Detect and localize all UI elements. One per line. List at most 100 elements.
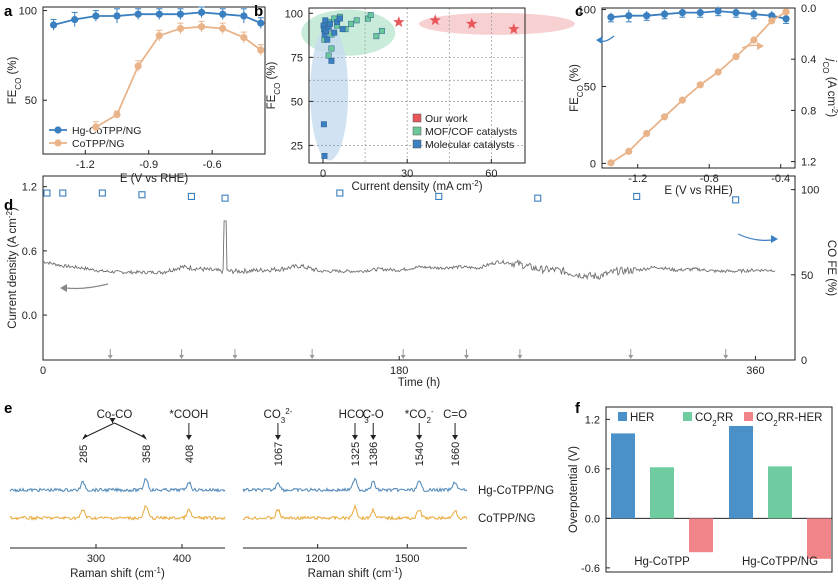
panel-d-fe-point (98, 189, 106, 197)
panel-f-bar (689, 518, 713, 553)
panel-b-point (324, 36, 331, 43)
panel-c-point (732, 53, 740, 61)
panel-a-point (219, 10, 227, 18)
panel-c-point (696, 81, 704, 89)
panel-d-xtick-label: 180 (390, 365, 408, 377)
panel-label: e (4, 400, 12, 417)
panel-b-region-molecular (310, 24, 349, 161)
panel-c-point (768, 17, 776, 25)
panel-b-point (353, 17, 360, 24)
panel-a-legend-label: Hg-CoTPP/NG (72, 125, 141, 137)
panel-d-refresh-arrow-head (309, 355, 315, 359)
panel-c-y2tick-label: 0.0 (801, 3, 816, 15)
panel-f-axes (605, 406, 833, 573)
panel-d-fe-point (732, 196, 740, 204)
panel-b-point-star (393, 16, 405, 27)
panel-c-point (643, 12, 651, 20)
panel-e-spectrum (9, 505, 226, 521)
panel-b-point-star (466, 17, 478, 29)
panel-d-refresh-arrow-head (232, 355, 238, 359)
panel-label: a (4, 3, 13, 20)
panel-b-point (339, 26, 346, 33)
panel-d-refresh-arrow-head (463, 355, 469, 359)
panel-e-peak-label: 1325 (350, 442, 362, 466)
panel-f-ytick-label: 0.6 (585, 464, 600, 476)
panel-e-group-label: HCO3- (339, 407, 372, 425)
panel-a-ytick-label: 50 (25, 95, 37, 107)
panel-f-ytick-label: 1.2 (585, 414, 600, 426)
panel-c-ytick-label: 0 (590, 158, 596, 170)
panel-e-peak-label: 408 (184, 445, 196, 463)
panel-d-ytick-label: 0.6 (22, 246, 37, 258)
panel-a-ytick-label: 100 (19, 6, 37, 18)
panel-b-legend-label: MOF/COF catalysts (425, 126, 517, 138)
panel-d-refresh-arrow-head (400, 355, 406, 359)
panel-e-arrow-head (352, 435, 358, 440)
panel-c-point (660, 113, 669, 121)
panel-e-peak-label: 358 (141, 445, 153, 463)
panel-b-point (336, 15, 343, 22)
panel-a-point (113, 110, 121, 119)
panel-d-refresh-arrow-head (628, 355, 634, 359)
panel-c-point (782, 15, 790, 23)
panel-c-ytick-label: 50 (584, 81, 596, 93)
panel-e-spectrum (242, 477, 468, 493)
panel-d-arrow-left (65, 283, 109, 290)
panel-c-y2label: jCO (A cm-2) (822, 57, 838, 117)
panel-a-point (92, 123, 100, 131)
panel-c-point (714, 7, 722, 15)
panel-e-group-label: CO32- (264, 407, 293, 425)
panel-e-arrow-head (370, 435, 377, 440)
panel-a-point (240, 12, 248, 20)
panel-f-legend-label: CO2RR-HER (756, 412, 822, 428)
panel-a-series-line (95, 25, 262, 128)
panel-c-y2tick-label: 0.8 (801, 105, 816, 117)
panel-d-xtick-label: 360 (746, 365, 764, 377)
panel-e-xtick-label: 1500 (395, 553, 419, 565)
panel-a-ylabel: FECO (%) (7, 56, 23, 104)
panel-a-point (176, 10, 185, 18)
panel-a-xlabel: E (V vs RHE) (120, 173, 189, 185)
panel-a-point (197, 23, 206, 31)
panel-b-xlabel: Current density (mA cm-2) (351, 179, 482, 194)
panel-b-xtick-label: 30 (401, 168, 413, 180)
panel-a-point (134, 62, 142, 70)
panel-f-legend-label: HER (630, 412, 654, 424)
panel-c-point (732, 9, 740, 17)
panel-b-axes (308, 7, 526, 164)
panel-d-fe-point (534, 194, 542, 202)
panel-f-legend-marker (744, 412, 753, 421)
panel-d-y2label: CO FE (%) (825, 240, 837, 296)
panel-label: d (4, 197, 13, 214)
panel-e-xtick-label: 400 (173, 553, 191, 565)
panel-a-legend-marker (54, 126, 62, 134)
panel-a-point (113, 12, 121, 20)
panel-d-arrow-left-head (60, 284, 67, 292)
panel-e-arrow-head (109, 418, 116, 423)
panel-f-bar (650, 467, 674, 519)
panel-e-group-label: Co-CO (97, 409, 133, 421)
panel-e-group-label: C=O (443, 409, 467, 421)
panel-d-refresh-arrow-head (723, 355, 729, 359)
panel-c-point (696, 9, 704, 17)
panel-e-arrow-head (82, 434, 89, 440)
panel-b-ytick-label: 100 (285, 8, 303, 20)
panel-d-fe-point (187, 192, 195, 200)
panel-a-point (176, 24, 185, 33)
panel-c-point (750, 10, 758, 18)
panel-e-peak-label: 1660 (450, 442, 462, 466)
panel-b-point (320, 121, 327, 128)
panel-c-arrow-left-head (596, 36, 603, 44)
panel-c-point (643, 129, 651, 138)
panel-d-fe-point (138, 191, 146, 199)
panel-f-bar (807, 518, 831, 559)
panel-c-point (607, 159, 615, 167)
panel-d-fe-point (633, 192, 641, 200)
panel-c-point (678, 96, 687, 104)
panel-c-axes (601, 7, 796, 169)
panel-d-ytick-label: 1.2 (22, 182, 37, 194)
panel-label: b (254, 3, 263, 20)
panel-c-y2tick-label: 0.4 (801, 54, 816, 66)
panel-a-point (257, 19, 265, 27)
panel-c-arrow-right-head (757, 42, 764, 50)
